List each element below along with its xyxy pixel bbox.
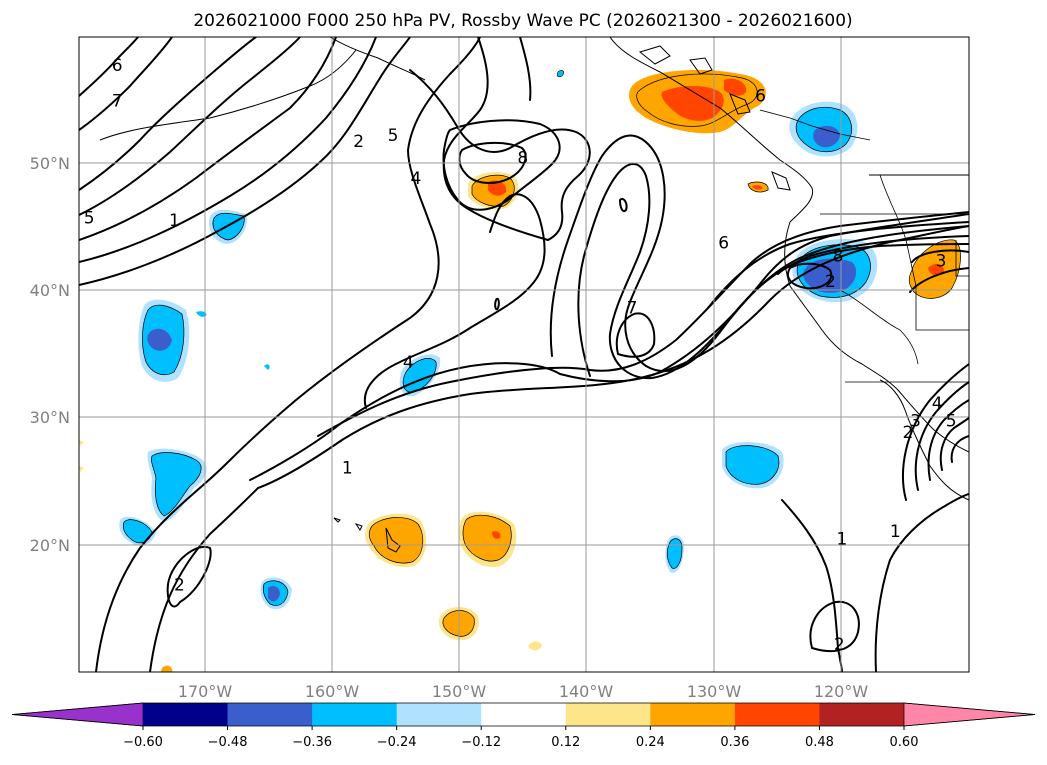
colorbar-tick-label: 0.24 [636,735,665,750]
colorbar-tick-label: 0.36 [720,735,749,750]
colorbar-segment [481,703,567,726]
colorbar-segment [565,703,651,726]
contour-label: 4 [411,169,422,189]
colorbar-tick-label: −0.12 [461,735,501,750]
colorbar-extend-low [11,702,144,727]
lat-label-40n: 40°N [30,281,70,300]
colorbar-tick-label: 0.12 [551,735,580,750]
colorbar-segment [227,703,313,726]
colorbar-segment [734,703,820,726]
colorbar-segment [650,703,736,726]
contour-label: 2 [174,575,185,595]
contour-label: 3 [936,252,947,272]
map-title: 2026021000 F000 250 hPa PV, Rossby Wave … [193,11,852,31]
colorbar-tick-label: 0.48 [805,735,834,750]
map-frame [78,36,970,673]
gridlines [79,37,969,672]
colorbar-tick-label: −0.24 [377,735,417,750]
contour-label: 1 [342,459,353,479]
lon-label-120w: 120°W [814,682,869,701]
contour-label: 1 [890,522,901,542]
contour-label: 8 [833,246,844,266]
lon-label-150w: 150°W [432,682,487,701]
colorbar-segment [396,703,482,726]
pv-contours [79,37,969,672]
contour-label: 5 [84,208,95,228]
contour-label: 2 [834,635,845,655]
contour-label: 4 [403,353,414,373]
contour-label: 6 [112,56,123,76]
colorbar [11,702,1036,727]
contour-label: 5 [946,412,957,432]
contour-label: 2 [353,132,364,152]
colorbar-extend-high [903,702,1036,727]
lon-label-140w: 140°W [559,682,614,701]
colorbar-ticks: −0.60 −0.48 −0.36 −0.24 −0.12 0.12 0.24 0.36 0.4… [123,726,918,750]
contour-label: 7 [112,92,123,112]
contour-label: 4 [932,394,943,414]
contour-label: 2 [825,272,836,292]
colorbar-segment [312,703,398,726]
colorbar-tick-label: −0.48 [208,735,248,750]
lat-axis-labels: 50°N 40°N 30°N 20°N [30,154,70,555]
lon-axis-labels: 170°W 160°W 150°W 140°W 130°W 120°W [178,682,869,701]
lat-label-20n: 20°N [30,536,70,555]
colorbar-segment [143,703,229,726]
contour-label: 1 [836,530,847,550]
contour-label: 6 [755,86,766,106]
colorbar-tick-label: −0.60 [123,735,163,750]
lon-label-160w: 160°W [305,682,360,701]
lon-label-170w: 170°W [178,682,233,701]
contour-label: 7 [627,299,638,319]
contour-label: 1 [169,211,180,231]
lat-label-30n: 30°N [30,408,70,427]
contour-label: 5 [388,126,399,146]
contour-label: 2 [903,423,914,443]
contour-label: 8 [517,149,528,169]
lat-label-50n: 50°N [30,154,70,173]
colorbar-tick-label: −0.36 [292,735,332,750]
colorbar-tick-label: 0.60 [890,735,919,750]
lon-label-130w: 130°W [687,682,742,701]
contour-label: 6 [718,234,729,254]
contour-label: 3 [910,412,921,432]
colorbar-segment [819,703,905,726]
